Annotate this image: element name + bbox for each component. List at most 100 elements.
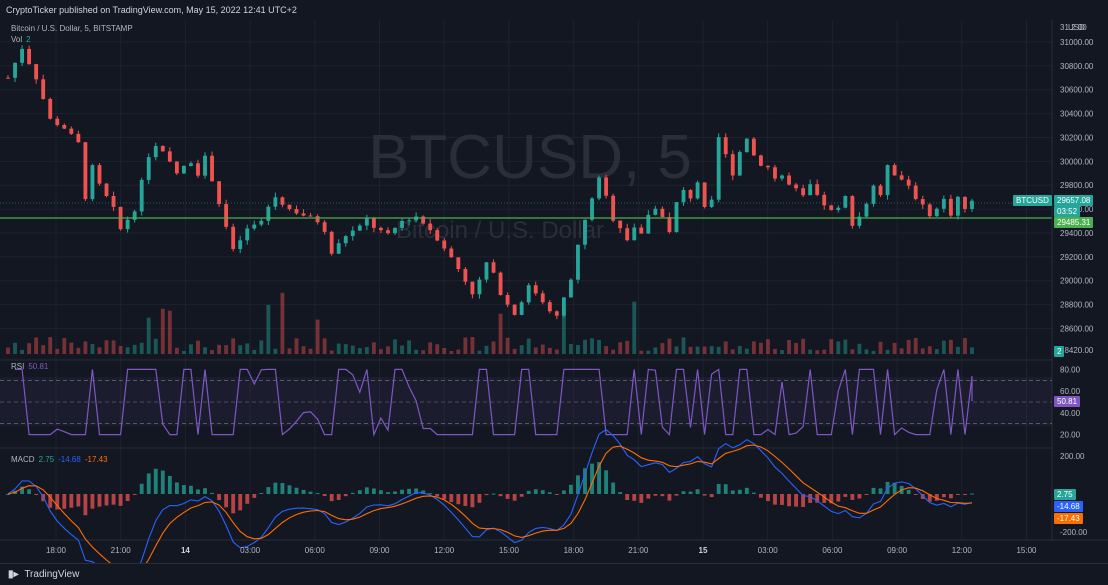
candle-body xyxy=(287,204,292,210)
candle-body xyxy=(62,125,67,129)
macd-histogram-bar xyxy=(34,494,39,495)
candle-body xyxy=(561,297,566,316)
macd-histogram-bar xyxy=(470,494,475,508)
candle-body xyxy=(69,128,74,134)
candle-body xyxy=(948,198,953,216)
candle-body xyxy=(174,161,179,174)
macd-histogram-bar xyxy=(709,494,714,498)
macd-histogram-bar xyxy=(829,494,834,504)
volume-bar xyxy=(533,347,538,354)
macd-histogram-bar xyxy=(948,494,953,499)
candle-body xyxy=(646,214,651,234)
candle-body xyxy=(245,228,250,241)
volume-bar xyxy=(55,348,60,354)
volume-bar xyxy=(695,346,700,354)
volume-bar xyxy=(343,344,348,354)
macd-histogram-bar xyxy=(934,494,939,501)
macd-histogram-bar xyxy=(118,494,123,506)
volume-bar xyxy=(519,345,524,354)
candle-body xyxy=(393,227,397,234)
candle-body xyxy=(217,181,222,205)
symbol-watermark: BTCUSD, 5 xyxy=(368,123,692,192)
volume-bar xyxy=(196,340,200,354)
tradingview-logo-icon[interactable]: ▮▸ xyxy=(8,569,19,580)
currency-label[interactable]: USD xyxy=(1068,23,1085,32)
candle-body xyxy=(322,222,327,232)
candle-body xyxy=(674,202,679,233)
volume-bar xyxy=(808,349,813,354)
candle-body xyxy=(505,295,510,305)
macd-histogram-bar xyxy=(744,487,749,494)
volume-bar xyxy=(780,350,784,354)
candles xyxy=(6,45,974,320)
candle-body xyxy=(435,230,440,241)
volume-bar xyxy=(97,347,102,354)
candle-body xyxy=(13,62,17,78)
price-axis-label: 28800.00 xyxy=(1060,301,1094,310)
level-price-tag[interactable]: 29485.31 xyxy=(1054,217,1094,228)
volume-bar xyxy=(892,342,897,354)
volume-bar xyxy=(653,347,658,354)
candle-body xyxy=(20,48,24,63)
candle-body xyxy=(554,311,559,316)
time-axis-label: 03:00 xyxy=(758,546,779,555)
volume-bar xyxy=(625,340,630,354)
footer-bar: ▮▸ TradingView xyxy=(0,563,1108,585)
candle-body xyxy=(723,137,728,155)
macd-histogram-bar xyxy=(90,494,95,509)
candle-body xyxy=(794,184,799,189)
volume-bar xyxy=(941,340,946,354)
macd-histogram-bar xyxy=(104,494,109,506)
volume-bar xyxy=(477,350,482,354)
candle-body xyxy=(364,217,369,226)
time-axis-label: 15:00 xyxy=(1016,546,1037,555)
rsi-axis-label: 20.00 xyxy=(1060,431,1081,440)
volume-bar xyxy=(336,343,341,354)
volume-bar xyxy=(90,344,95,354)
macd-histogram-bar xyxy=(906,489,911,494)
time-axis: 18:00 21:00 14 03:00 06:00 09:00 12:00 15:00 18:… xyxy=(46,546,1037,555)
candle-body xyxy=(850,196,855,226)
volume-legend: Vol 2 xyxy=(11,35,31,44)
candle-body xyxy=(139,179,144,212)
candle-body xyxy=(189,163,193,166)
volume-bar xyxy=(554,349,559,354)
volume-bar xyxy=(400,345,404,354)
macd-histogram-bar xyxy=(751,492,756,494)
macd-histogram-bar xyxy=(132,494,137,495)
price-chart[interactable]: BTCUSD, 5 Bitcoin / U.S. Dollar 80.00 60.… xyxy=(0,20,1108,563)
macd-signal-line xyxy=(7,444,973,563)
volume-bar xyxy=(20,349,24,354)
volume-bar xyxy=(83,341,88,354)
volume-label: Vol xyxy=(11,35,23,44)
candle-body xyxy=(153,146,158,158)
macd-histogram-bar xyxy=(632,494,637,501)
time-axis-label: 21:00 xyxy=(111,546,132,555)
candle-body xyxy=(203,155,207,176)
symbol-price-tag[interactable]: BTCUSD xyxy=(1013,195,1052,206)
macd-legend: MACD 2.75 -14.68 -17.43 xyxy=(11,455,108,464)
volume-value: 2 xyxy=(26,35,31,44)
candle-body xyxy=(442,240,447,249)
macd-histogram-bar xyxy=(83,494,88,516)
footer-brand[interactable]: TradingView xyxy=(24,569,80,580)
macd-histogram-bar xyxy=(125,494,130,501)
time-axis-label: 09:00 xyxy=(887,546,908,555)
volume-bar xyxy=(773,348,777,354)
macd-histogram-bar xyxy=(231,494,236,514)
symbol-title: Bitcoin / U.S. Dollar, 5, BITSTAMP xyxy=(11,24,133,33)
candle-body xyxy=(181,165,186,174)
volume-bar xyxy=(252,349,257,354)
macd-histogram-bar xyxy=(801,494,806,507)
macd-histogram-bar xyxy=(20,486,24,494)
candle-body xyxy=(963,196,967,209)
candle-body xyxy=(55,118,60,126)
macd-histogram-bar xyxy=(794,494,799,507)
candle-body xyxy=(871,185,876,204)
macd-histogram-bar xyxy=(554,494,559,495)
volume-bar xyxy=(174,347,179,354)
time-axis-label: 06:00 xyxy=(822,546,843,555)
volume-bar xyxy=(737,345,742,354)
candle-body xyxy=(83,142,88,200)
time-axis-label: 15:00 xyxy=(499,546,520,555)
